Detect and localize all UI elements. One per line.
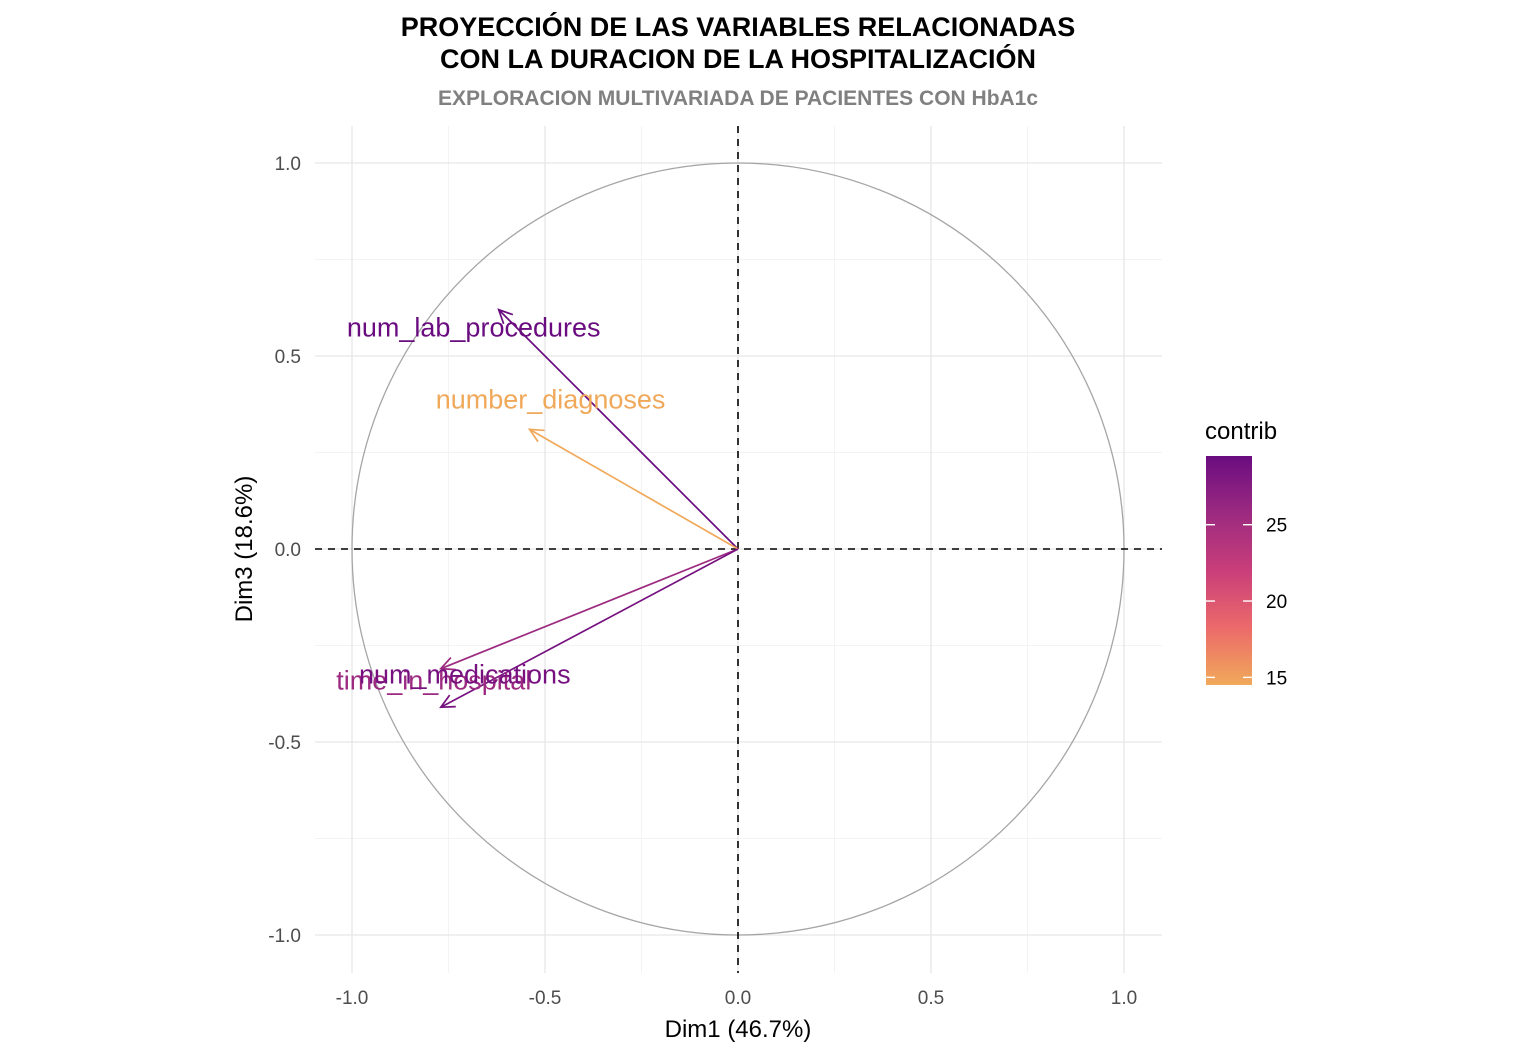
chart-title-line-2: CON LA DURACION DE LA HOSPITALIZACIÓN — [440, 44, 1036, 74]
y-tick-label: 1.0 — [275, 154, 301, 175]
arrowhead-time_in_hospital — [438, 657, 456, 671]
x-tick-label: 1.0 — [1111, 988, 1137, 1009]
x-tick-label: -0.5 — [529, 988, 562, 1009]
label-num_medications: num_medications — [359, 659, 571, 689]
legend-tick-label: 25 — [1266, 516, 1287, 537]
y-tick-label: 0.0 — [275, 540, 301, 561]
label-number_diagnoses: number_diagnoses — [436, 384, 666, 414]
label-time_in_hospital: time_in_hospital — [336, 666, 531, 696]
chart-title-line-1: PROYECCIÓN DE LAS VARIABLES RELACIONADAS — [400, 12, 1076, 42]
legend-title: contrib — [1205, 418, 1277, 445]
x-tick-label: 0.0 — [725, 988, 751, 1009]
x-tick-label: -1.0 — [336, 988, 369, 1009]
arrowhead-num_lab_procedures — [497, 308, 514, 325]
y-tick-label: 0.5 — [275, 347, 301, 368]
arrow-num_lab_procedures — [498, 309, 739, 550]
chart-subtitle: EXPLORACION MULTIVARIADA DE PACIENTES CO… — [437, 87, 1039, 110]
legend-tick-label: 15 — [1266, 668, 1287, 689]
x-axis-title: Dim1 (46.7%) — [665, 1016, 812, 1043]
y-tick-label: -0.5 — [268, 733, 301, 754]
legend-colorbar — [1206, 456, 1252, 685]
y-axis-title: Dim3 (18.6%) — [231, 476, 258, 623]
label-num_lab_procedures: num_lab_procedures — [347, 313, 601, 343]
arrow-number_diagnoses — [529, 428, 739, 550]
x-tick-label: 0.5 — [918, 988, 944, 1009]
arrowhead-num_medications — [439, 694, 456, 709]
y-tick-label: -1.0 — [268, 926, 301, 947]
arrow-num_medications — [440, 548, 739, 709]
variable-labels: num_lab_procedures number_diagnoses time_i… — [336, 313, 665, 696]
variable-arrows — [438, 308, 739, 709]
axis-ticks: -1.0 -0.5 0.0 0.5 1.0 -1.0 -0.5 0.0 0.5 1.0 — [268, 154, 1137, 1009]
arrowhead-number_diagnoses — [527, 428, 545, 443]
legend-tick-label: 20 — [1266, 592, 1287, 613]
contrib-legend: contrib 15 20 25 — [1205, 418, 1287, 689]
zero-reference-lines — [315, 126, 1162, 973]
arrow-time_in_hospital — [440, 548, 739, 670]
